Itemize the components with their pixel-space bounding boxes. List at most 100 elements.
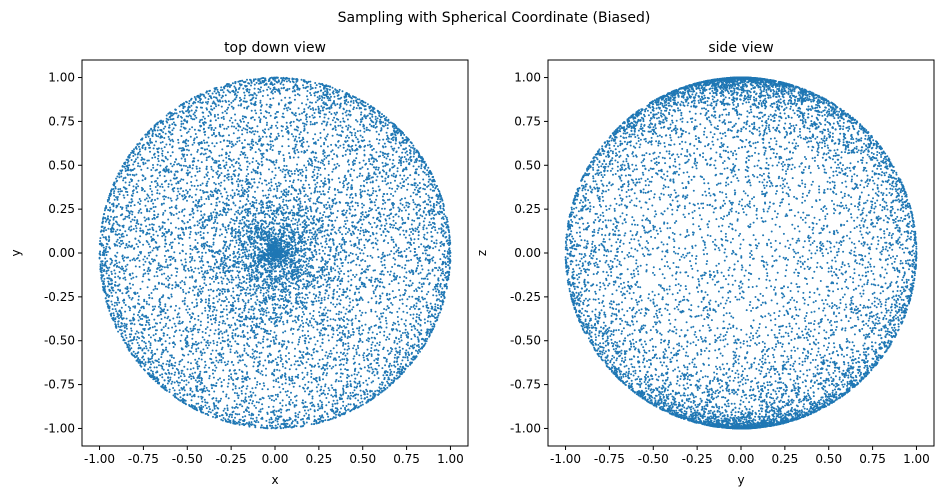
scatter-point xyxy=(277,298,280,300)
scatter-point xyxy=(347,144,350,147)
scatter-point xyxy=(137,295,140,298)
scatter-point xyxy=(374,237,377,240)
scatter-point xyxy=(294,152,297,155)
scatter-point xyxy=(108,294,111,297)
scatter-point xyxy=(204,276,207,279)
scatter-point xyxy=(364,211,367,214)
scatter-point xyxy=(235,307,237,310)
scatter-point xyxy=(331,170,334,173)
scatter-point xyxy=(338,355,341,358)
scatter-point xyxy=(293,139,296,142)
scatter-point xyxy=(319,85,322,88)
scatter-point xyxy=(207,115,210,117)
scatter-point xyxy=(401,203,404,206)
scatter-point xyxy=(284,96,287,99)
scatter-point xyxy=(256,172,259,175)
scatter-point xyxy=(257,148,260,151)
scatter-point xyxy=(148,228,151,231)
scatter-point xyxy=(298,338,301,341)
scatter-point xyxy=(439,269,442,272)
scatter-point xyxy=(182,164,185,167)
scatter-point xyxy=(434,245,437,248)
scatter-point xyxy=(382,165,385,168)
scatter-point xyxy=(307,330,309,333)
scatter-point xyxy=(417,264,419,267)
scatter-point xyxy=(393,224,396,227)
scatter-point xyxy=(288,401,291,403)
scatter-point xyxy=(307,334,310,337)
scatter-point xyxy=(328,389,331,392)
scatter-point xyxy=(359,188,362,191)
scatter-point xyxy=(165,258,168,261)
scatter-point xyxy=(144,260,147,263)
scatter-point xyxy=(262,143,265,146)
scatter-point xyxy=(277,381,280,384)
scatter-point xyxy=(229,239,232,242)
scatter-point xyxy=(125,209,128,212)
scatter-point xyxy=(328,352,331,355)
scatter-point xyxy=(191,248,194,251)
scatter-point xyxy=(328,88,331,91)
scatter-point xyxy=(311,397,314,400)
scatter-point xyxy=(335,313,338,315)
scatter-point xyxy=(410,183,413,186)
scatter-point xyxy=(306,296,309,299)
scatter-point xyxy=(251,94,254,96)
scatter-point xyxy=(284,179,287,182)
scatter-point xyxy=(308,157,311,160)
scatter-point xyxy=(299,324,302,327)
scatter-point xyxy=(353,373,356,376)
scatter-point xyxy=(302,84,304,87)
scatter-point xyxy=(192,377,195,380)
scatter-point xyxy=(309,284,311,287)
scatter-point xyxy=(153,308,156,311)
scatter-point xyxy=(121,265,123,268)
scatter-point xyxy=(365,126,368,129)
scatter-point xyxy=(336,216,338,219)
scatter-point xyxy=(144,146,147,149)
scatter-point xyxy=(210,212,212,215)
scatter-point xyxy=(150,235,153,238)
scatter-point xyxy=(105,270,108,273)
scatter-point xyxy=(252,157,255,160)
scatter-point xyxy=(152,223,155,226)
scatter-point xyxy=(130,198,133,201)
scatter-point xyxy=(197,342,200,345)
scatter-point xyxy=(258,116,261,119)
scatter-point xyxy=(265,311,268,314)
scatter-point xyxy=(171,145,174,148)
scatter-point xyxy=(214,319,217,322)
scatter-point xyxy=(253,335,256,338)
scatter-point xyxy=(208,366,211,369)
scatter-point xyxy=(263,297,265,300)
scatter-point xyxy=(296,316,299,319)
scatter-point xyxy=(361,400,364,403)
scatter-point xyxy=(253,404,256,407)
scatter-point xyxy=(256,167,259,170)
scatter-point xyxy=(154,199,156,201)
scatter-point xyxy=(312,267,315,270)
scatter-point xyxy=(128,184,131,187)
scatter-point xyxy=(212,270,215,273)
scatter-point xyxy=(223,266,226,269)
scatter-point xyxy=(154,380,157,383)
scatter-point xyxy=(319,345,322,348)
scatter-point xyxy=(386,298,389,301)
scatter-point xyxy=(267,143,270,146)
scatter-point xyxy=(346,134,349,137)
scatter-point xyxy=(347,127,350,129)
figure-suptitle: Sampling with Spherical Coordinate (Bias… xyxy=(338,10,651,26)
scatter-point xyxy=(353,344,356,347)
scatter-point xyxy=(273,83,276,86)
scatter-point xyxy=(251,326,254,329)
scatter-point xyxy=(342,400,345,403)
scatter-point xyxy=(268,421,271,424)
scatter-point xyxy=(330,394,333,397)
scatter-point xyxy=(154,287,157,290)
scatter-point xyxy=(334,252,337,255)
scatter-point xyxy=(295,425,298,428)
scatter-point xyxy=(238,229,240,231)
scatter-point xyxy=(164,372,167,375)
scatter-point xyxy=(288,291,291,294)
scatter-point xyxy=(361,258,364,261)
